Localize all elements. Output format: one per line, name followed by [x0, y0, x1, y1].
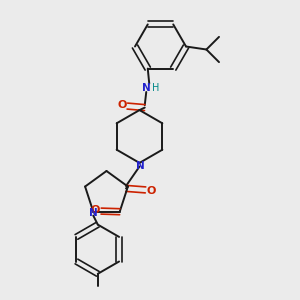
Text: O: O [90, 205, 100, 214]
Text: N: N [136, 161, 145, 172]
Text: H: H [152, 83, 159, 93]
Text: N: N [89, 208, 98, 218]
Text: N: N [142, 83, 151, 93]
Text: O: O [147, 186, 156, 196]
Text: O: O [117, 100, 127, 110]
